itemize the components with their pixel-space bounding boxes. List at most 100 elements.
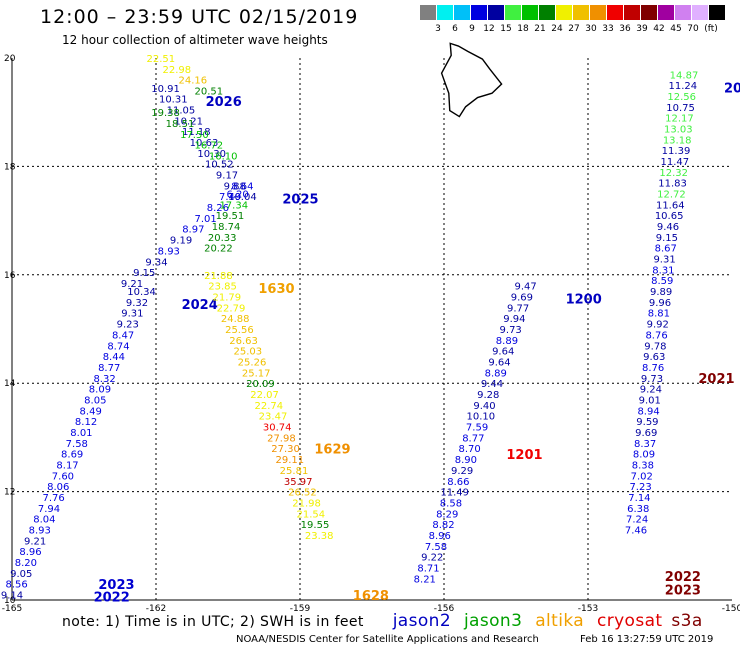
lon-tick-label: -156	[434, 604, 455, 614]
wave-height-label: 8.06	[47, 482, 69, 493]
track-time-label: 2025	[282, 192, 318, 207]
legend-cryosat: cryosat	[596, 611, 663, 631]
scale-label: 9	[469, 24, 475, 34]
wave-height-label: 6.20	[226, 190, 248, 201]
wave-height-label: 8.82	[432, 520, 454, 531]
wave-height-label: 9.21	[24, 536, 46, 547]
scale-swatch	[624, 5, 640, 20]
wave-height-label: 10.52	[205, 160, 234, 171]
wave-height-label: 7.01	[194, 214, 216, 225]
wave-height-label: 9.22	[421, 553, 443, 564]
wave-height-label: 8.29	[436, 509, 458, 520]
wave-height-label: 9.44	[481, 379, 503, 390]
wave-height-label: 7.60	[52, 471, 74, 482]
lon-tick-label: -159	[290, 604, 311, 614]
wave-height-label: 9.64	[488, 358, 510, 369]
wave-height-label: 19.38	[151, 108, 180, 119]
scale-label: 15	[500, 24, 512, 34]
orbit-time-label: 2021	[698, 372, 734, 387]
wave-height-label: 9.19	[170, 236, 192, 247]
wave-height-label: 9.05	[10, 569, 32, 580]
wave-height-label: 8.37	[634, 439, 656, 450]
wave-height-label: 25.26	[238, 358, 267, 369]
scale-label: 36	[619, 24, 631, 34]
wave-height-label: 29.11	[275, 455, 304, 466]
wave-height-label: 23.47	[259, 412, 288, 423]
wave-height-label: 8.47	[112, 330, 134, 341]
wave-height-label: 20.09	[246, 379, 275, 390]
wave-height-label: 8.81	[648, 309, 670, 320]
scale-swatch	[556, 5, 572, 20]
wave-height-label: 8.69	[61, 450, 83, 461]
scale-unit: (ft)	[704, 24, 718, 34]
lon-tick-label: -153	[578, 604, 598, 614]
wave-height-label: 9.14	[1, 591, 23, 602]
wave-height-label: 14.87	[670, 70, 699, 81]
wave-height-label: 21.88	[204, 271, 233, 282]
scale-label: 42	[653, 24, 665, 34]
scale-label: 18	[517, 24, 529, 34]
scale-swatch	[573, 5, 589, 20]
orbit-time-label: 2022	[94, 591, 130, 606]
scale-swatch	[692, 5, 708, 20]
wave-height-label: 7.23	[629, 482, 651, 493]
wave-height-label: 35.97	[284, 477, 313, 488]
wave-height-label: 8.26	[207, 203, 229, 214]
wave-height-label: 12.56	[667, 92, 696, 103]
wave-height-label: 9.31	[121, 309, 143, 320]
wave-height-label: 8.77	[98, 363, 120, 374]
wave-height-label: 7.58	[66, 439, 88, 450]
scale-label: 45	[670, 24, 682, 34]
wave-height-label: 11.64	[656, 200, 685, 211]
wave-height-label: 9.69	[635, 428, 657, 439]
wave-height-label: 10.63	[190, 138, 219, 149]
scale-swatch	[454, 5, 470, 20]
wave-height-label: 9.17	[216, 171, 238, 182]
wave-height-label: 8.58	[440, 498, 462, 509]
scale-swatch	[488, 5, 504, 20]
wave-height-label: 9.78	[644, 341, 666, 352]
footer-note: note: 1) Time is in UTC; 2) SWH is in fe…	[62, 611, 703, 631]
wave-height-label: 11.49	[440, 488, 469, 499]
wave-height-label: 10.30	[197, 149, 226, 160]
wave-height-label: 10.65	[655, 211, 684, 222]
satellite-legend: jason2 jason3 altika cryosat s3a	[369, 611, 703, 631]
wave-height-label: 8.44	[103, 352, 125, 363]
wave-height-label: 23.38	[305, 531, 334, 542]
scale-swatch	[420, 5, 436, 20]
orbit-time-label: 2022	[665, 570, 701, 585]
wave-height-label: 6.38	[627, 504, 649, 515]
orbit-time-label: 2023	[665, 584, 701, 599]
wave-height-label: 12.17	[665, 114, 694, 125]
wave-height-label: 8.04	[33, 515, 55, 526]
legend-jason3: jason3	[463, 611, 523, 631]
wave-height-label: 22.74	[254, 401, 283, 412]
wave-height-label: 8.32	[93, 374, 115, 385]
wave-height-label: 17.34	[219, 200, 248, 211]
wave-height-label: 8.94	[637, 406, 659, 417]
wave-height-label: 7.49	[219, 192, 241, 203]
track-time-label: 1630	[258, 282, 294, 297]
lon-tick-label: -165	[2, 604, 22, 614]
wave-height-label: 22.79	[217, 303, 246, 314]
scale-label: 3	[435, 24, 441, 34]
generated-timestamp: Feb 16 13:27:59 UTC 2019	[580, 634, 714, 645]
wave-height-label: 8.70	[458, 444, 480, 455]
scale-label: 24	[551, 24, 563, 34]
wave-height-label: 8.38	[632, 461, 654, 472]
wave-height-label: 9.92	[647, 320, 669, 331]
wave-height-label: 16.72	[194, 141, 223, 152]
scale-swatch	[590, 5, 606, 20]
wave-height-label: 21.79	[212, 292, 241, 303]
wave-height-label: 8.64	[231, 181, 253, 192]
wave-height-label: 8.05	[84, 395, 106, 406]
lat-tick-label: 14	[4, 379, 16, 389]
scale-label: 12	[483, 24, 495, 34]
wave-height-label: 9.29	[451, 466, 473, 477]
wave-height-label: 24.16	[178, 76, 207, 87]
scale-label: 70	[687, 24, 699, 34]
wave-height-label: 9.46	[657, 222, 679, 233]
wave-height-label: 19.51	[216, 211, 245, 222]
wave-height-label: 8.59	[651, 276, 673, 287]
